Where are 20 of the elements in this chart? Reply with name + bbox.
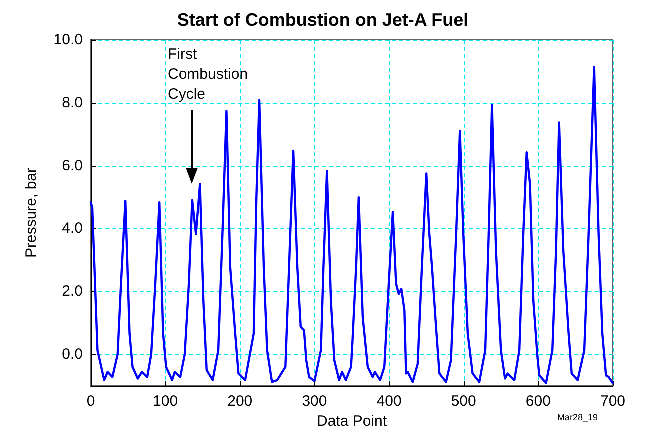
x-tick-label: 100: [153, 393, 178, 410]
text: Mar28_19: [557, 412, 598, 422]
y-axis-title: Pressure, bar: [23, 168, 40, 258]
x-tick-label: 700: [600, 393, 626, 410]
x-axis-title: Data Point: [316, 412, 388, 430]
x-tick-label: 500: [451, 393, 476, 410]
y-tick-label: 0.0: [62, 346, 83, 364]
x-tick-label: 400: [376, 393, 402, 410]
x-tick-label: 200: [228, 393, 253, 410]
y-tick-label: 8.0: [62, 94, 83, 112]
annotation: First Combustion Cycle: [168, 45, 248, 105]
y-tick-label: 2.0: [62, 283, 83, 300]
line-series: [90, 66, 614, 384]
y-tick-label: 6.0: [62, 157, 83, 174]
chart-title: Start of Combustion on Jet-A Fuel: [177, 10, 469, 30]
y-tick-label: 4.0: [62, 220, 83, 238]
x-tick-label: 600: [526, 393, 551, 410]
y-tick-label: 10.0: [54, 32, 83, 48]
x-tick-label: 0: [86, 393, 96, 410]
x-tick-label: 300: [302, 393, 328, 410]
